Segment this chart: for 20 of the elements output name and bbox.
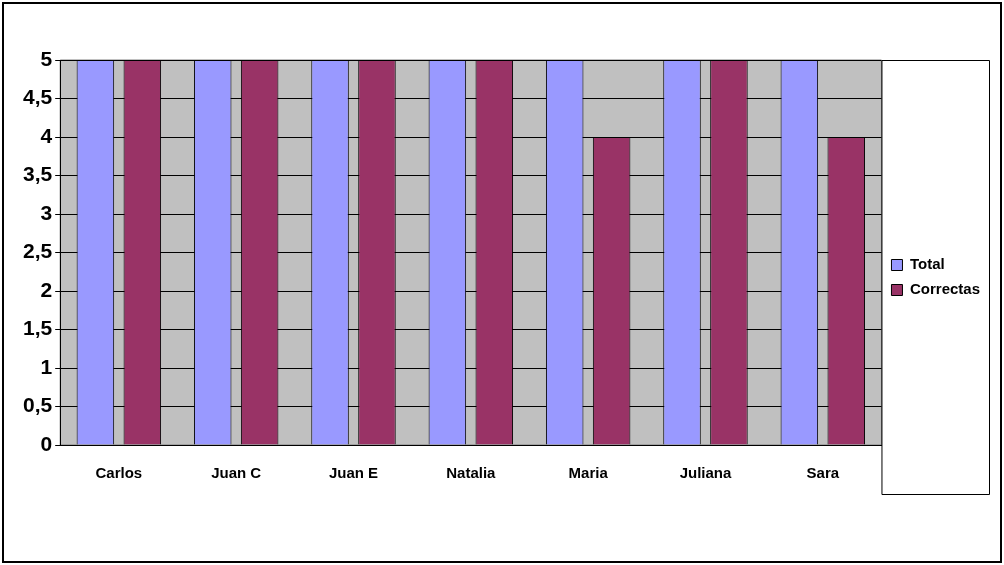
x-tick-label: Natalia [446, 464, 497, 482]
y-tick-label: 3,5 [22, 162, 53, 186]
y-tick-label: 5 [40, 46, 53, 70]
x-tick-label: Juan C [211, 464, 262, 482]
y-tick-label: 2,5 [22, 239, 53, 263]
y-tick-label: 4 [40, 123, 53, 147]
x-tick-label: Carlos [95, 464, 143, 482]
x-tick-label: Sara [806, 464, 840, 482]
x-tick-label: Juliana [679, 464, 732, 482]
x-tick-label: Maria [568, 464, 609, 482]
y-tick-label: 2 [40, 277, 53, 301]
y-tick-label: 1 [40, 354, 53, 378]
legend-label: Correctas [909, 280, 981, 298]
x-tick-label: Juan E [328, 464, 379, 482]
y-tick-label: 4,5 [22, 85, 53, 109]
y-tick-label: 0 [40, 431, 53, 455]
y-tick-label: 0,5 [22, 393, 53, 417]
legend-label: Total [909, 255, 945, 273]
y-tick-label: 1,5 [22, 316, 53, 340]
y-tick-label: 3 [40, 200, 53, 224]
